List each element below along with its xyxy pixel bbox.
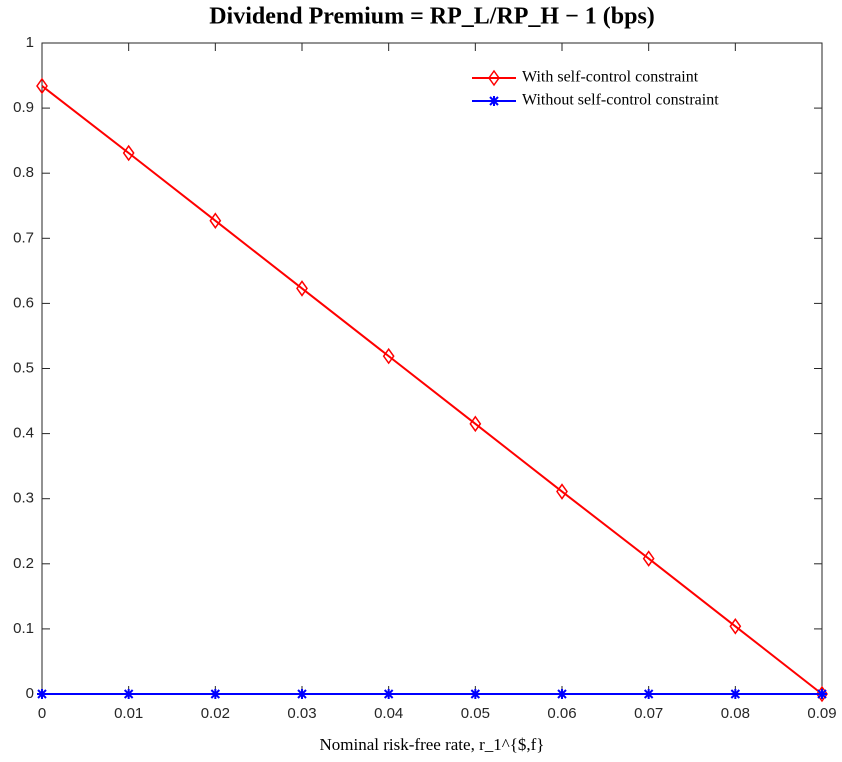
- y-tick-label: 1: [26, 34, 34, 51]
- marker: [383, 689, 394, 699]
- x-axis-label: Nominal risk-free rate, r_1^{$,f}: [320, 735, 545, 754]
- marker: [488, 69, 500, 87]
- legend-label: Without self-control constraint: [522, 92, 719, 109]
- marker: [556, 483, 568, 500]
- marker: [37, 689, 47, 699]
- y-tick-label: 0.2: [13, 555, 34, 572]
- y-tick-label: 0.9: [13, 99, 34, 116]
- marker: [729, 618, 742, 635]
- marker: [817, 689, 827, 699]
- marker: [557, 689, 567, 699]
- y-tick-label: 0.6: [13, 294, 34, 311]
- x-tick-label: 0.02: [201, 705, 230, 722]
- marker: [470, 689, 481, 699]
- marker: [642, 550, 655, 567]
- marker: [123, 689, 134, 699]
- x-tick-label: 0.07: [634, 705, 663, 722]
- x-tick-label: 0.01: [114, 705, 143, 722]
- marker: [297, 689, 307, 699]
- marker: [296, 280, 308, 297]
- x-tick-label: 0.06: [547, 705, 576, 722]
- x-tick-label: 0.03: [287, 705, 316, 722]
- y-tick-label: 0.1: [13, 620, 34, 637]
- marker: [643, 689, 654, 699]
- y-tick-label: 0.4: [13, 425, 34, 442]
- chart-title: Dividend Premium = RP_L/RP_H − 1 (bps): [209, 4, 655, 30]
- y-tick-label: 0: [26, 685, 34, 702]
- plot-area: [41, 42, 823, 695]
- marker: [36, 77, 48, 95]
- marker: [209, 212, 222, 230]
- marker: [469, 415, 482, 433]
- legend-label: With self-control constraint: [522, 69, 699, 86]
- marker: [730, 689, 741, 699]
- marker: [122, 144, 135, 162]
- marker: [489, 96, 499, 106]
- marker: [210, 689, 221, 699]
- marker: [382, 347, 395, 365]
- x-tick-label: 0.08: [721, 705, 750, 722]
- x-tick-label: 0: [38, 705, 46, 722]
- y-tick-label: 0.3: [13, 490, 34, 507]
- y-tick-label: 0.7: [13, 229, 34, 246]
- x-tick-label: 0.09: [807, 705, 836, 722]
- x-tick-label: 0.04: [374, 705, 403, 722]
- y-tick-label: 0.5: [13, 359, 34, 376]
- series-line: [41, 85, 823, 695]
- y-tick-label: 0.8: [13, 164, 34, 181]
- x-tick-label: 0.05: [461, 705, 490, 722]
